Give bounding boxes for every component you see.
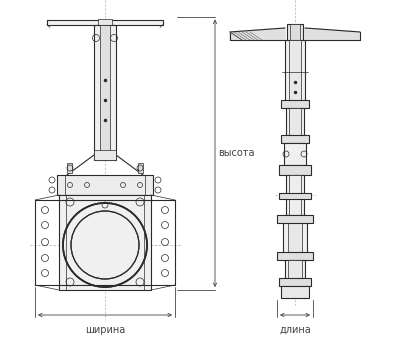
Polygon shape xyxy=(230,28,285,40)
Bar xyxy=(94,150,116,160)
Bar xyxy=(138,163,143,173)
Bar xyxy=(284,143,306,165)
Bar xyxy=(67,163,72,173)
Polygon shape xyxy=(305,28,360,40)
Bar xyxy=(277,252,313,260)
Bar xyxy=(285,40,305,105)
Circle shape xyxy=(71,211,139,279)
Text: высота: высота xyxy=(218,148,254,158)
Bar xyxy=(277,215,313,223)
Bar xyxy=(286,108,304,135)
Bar xyxy=(279,278,311,286)
Text: длина: длина xyxy=(279,325,311,335)
Bar xyxy=(285,260,305,280)
Bar xyxy=(94,25,116,160)
Bar xyxy=(283,215,307,260)
Bar xyxy=(290,24,300,44)
Bar xyxy=(281,135,309,143)
Bar xyxy=(57,175,153,195)
Circle shape xyxy=(63,203,147,287)
Bar xyxy=(289,175,301,215)
Bar xyxy=(47,19,163,25)
Bar xyxy=(288,260,302,280)
Text: ширина: ширина xyxy=(85,325,125,335)
Bar xyxy=(289,40,301,105)
Bar xyxy=(287,24,303,44)
Bar xyxy=(100,25,110,160)
Bar xyxy=(289,108,301,135)
Bar xyxy=(288,215,302,260)
Bar xyxy=(281,100,309,108)
Bar xyxy=(279,193,311,199)
Bar xyxy=(281,286,309,298)
Bar xyxy=(59,195,151,290)
Bar xyxy=(286,175,304,215)
Bar xyxy=(98,18,112,26)
Bar xyxy=(279,165,311,175)
